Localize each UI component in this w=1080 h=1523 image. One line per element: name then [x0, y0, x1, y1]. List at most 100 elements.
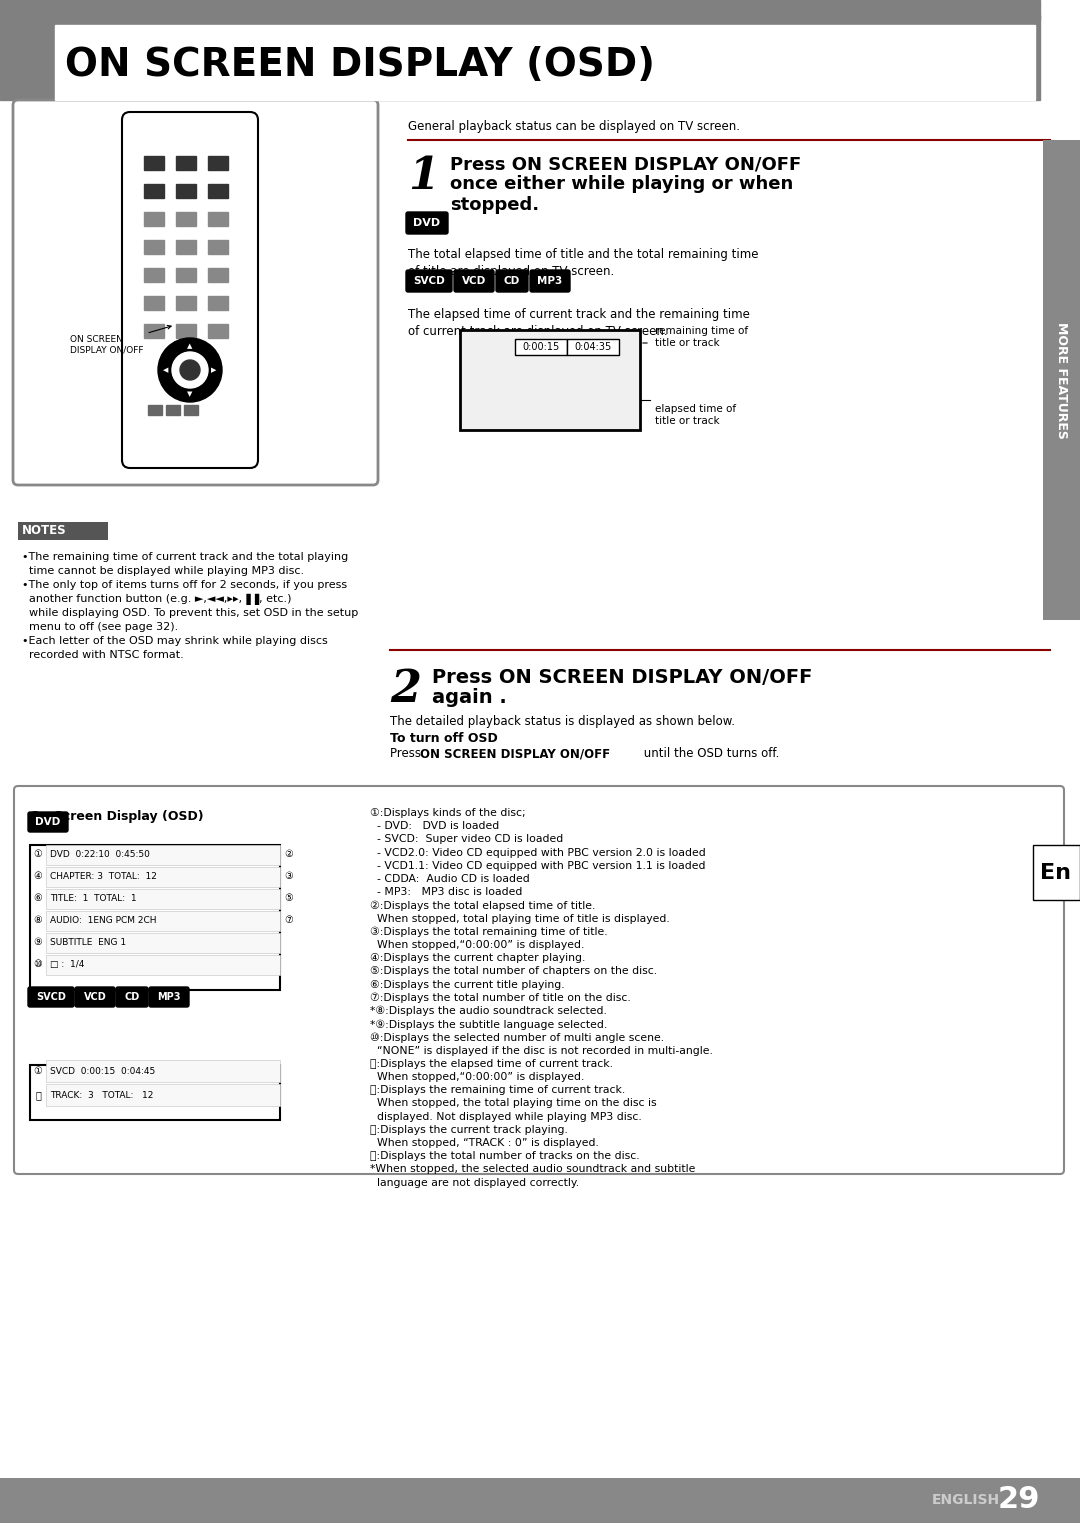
Bar [460, 330, 640, 429]
Bar [46, 1060, 280, 1081]
Text: When stopped, the total playing time on the disc is: When stopped, the total playing time on … [370, 1098, 657, 1109]
Text: When stopped, total playing time of title is displayed.: When stopped, total playing time of titl… [370, 914, 670, 923]
Text: When stopped,“0:00:00” is displayed.: When stopped,“0:00:00” is displayed. [370, 940, 584, 950]
Text: - SVCD:  Super video CD is loaded: - SVCD: Super video CD is loaded [370, 835, 564, 844]
Bar [176, 268, 195, 282]
Text: SVCD  0:00:15  0:04:45: SVCD 0:00:15 0:04:45 [50, 1066, 156, 1075]
Text: ⑤:Displays the total number of chapters on the disc.: ⑤:Displays the total number of chapters … [370, 967, 657, 976]
Text: Press: Press [390, 746, 424, 760]
Bar [176, 155, 195, 171]
Bar [144, 155, 164, 171]
Bar [55, 24, 1035, 101]
Text: To turn off OSD: To turn off OSD [390, 733, 498, 745]
Text: remaining time of
title or track: remaining time of title or track [654, 326, 748, 347]
Text: once either while playing or when: once either while playing or when [450, 175, 793, 193]
Text: ②:Displays the total elapsed time of title.: ②:Displays the total elapsed time of tit… [370, 900, 595, 911]
Text: ▼: ▼ [187, 391, 192, 398]
Bar [46, 934, 280, 953]
Bar [176, 212, 195, 225]
Text: ⑦: ⑦ [284, 915, 293, 924]
Text: DVD: DVD [36, 816, 60, 827]
Text: ⑭:Displays the total number of tracks on the disc.: ⑭:Displays the total number of tracks on… [370, 1151, 639, 1161]
Text: NOTES: NOTES [22, 524, 67, 536]
Text: *⑨:Displays the subtitle language selected.: *⑨:Displays the subtitle language select… [370, 1019, 607, 1030]
Bar [184, 405, 198, 414]
Text: Press ON SCREEN DISPLAY ON/OFF: Press ON SCREEN DISPLAY ON/OFF [450, 155, 801, 174]
Text: The elapsed time of current track and the remaining time
of current track are di: The elapsed time of current track and th… [408, 308, 750, 338]
Circle shape [158, 338, 222, 402]
Bar [30, 1065, 280, 1119]
Bar [144, 268, 164, 282]
Text: ⑩: ⑩ [33, 959, 42, 969]
Text: 0:00:15: 0:00:15 [523, 343, 559, 352]
Bar [46, 911, 280, 931]
FancyBboxPatch shape [122, 113, 258, 468]
Text: 2: 2 [390, 669, 421, 711]
Bar [1032, 845, 1080, 900]
Text: elapsed time of
title or track: elapsed time of title or track [654, 404, 737, 425]
Text: - VCD1.1: Video CD equipped with PBC version 1.1 is loaded: - VCD1.1: Video CD equipped with PBC ver… [370, 860, 705, 871]
Circle shape [180, 359, 200, 381]
Text: again .: again . [432, 688, 507, 707]
Bar [46, 845, 280, 865]
Text: The detailed playback status is displayed as shown below.: The detailed playback status is displaye… [390, 714, 735, 728]
Bar [515, 340, 567, 355]
Bar [18, 522, 108, 541]
FancyBboxPatch shape [75, 987, 114, 1007]
Text: AUDIO:  1ENG PCM 2CH: AUDIO: 1ENG PCM 2CH [50, 915, 157, 924]
Text: •Each letter of the OSD may shrink while playing discs: •Each letter of the OSD may shrink while… [22, 637, 327, 646]
Bar [208, 184, 228, 198]
Text: On Screen Display (OSD): On Screen Display (OSD) [30, 810, 204, 822]
Text: ⑫:Displays the remaining time of current track.: ⑫:Displays the remaining time of current… [370, 1086, 625, 1095]
Text: VCD: VCD [83, 991, 106, 1002]
FancyBboxPatch shape [406, 212, 448, 235]
Bar [208, 155, 228, 171]
Text: ①: ① [33, 848, 42, 859]
Text: DVD  0:22:10  0:45:50: DVD 0:22:10 0:45:50 [50, 850, 150, 859]
Text: 0:04:35: 0:04:35 [575, 343, 611, 352]
Text: TRACK:  3   TOTAL:   12: TRACK: 3 TOTAL: 12 [50, 1090, 153, 1100]
FancyBboxPatch shape [149, 987, 189, 1007]
Bar [144, 212, 164, 225]
Text: ③:Displays the total remaining time of title.: ③:Displays the total remaining time of t… [370, 928, 608, 937]
Bar [144, 324, 164, 338]
Text: MP3: MP3 [158, 991, 180, 1002]
FancyBboxPatch shape [116, 987, 148, 1007]
Text: “NONE” is displayed if the disc is not recorded in multi-angle.: “NONE” is displayed if the disc is not r… [370, 1046, 713, 1055]
Bar [176, 184, 195, 198]
Text: VCD: VCD [462, 276, 486, 286]
Bar [46, 1084, 280, 1106]
Circle shape [172, 352, 208, 388]
FancyBboxPatch shape [496, 270, 528, 292]
Text: ④: ④ [33, 871, 42, 880]
Text: menu to off (see page 32).: menu to off (see page 32). [22, 621, 178, 632]
Bar [208, 241, 228, 254]
FancyBboxPatch shape [530, 270, 570, 292]
Text: •The only top of items turns off for 2 seconds, if you press: •The only top of items turns off for 2 s… [22, 580, 347, 589]
Text: When stopped,“0:00:00” is displayed.: When stopped,“0:00:00” is displayed. [370, 1072, 584, 1081]
Text: time cannot be displayed while playing MP3 disc.: time cannot be displayed while playing M… [22, 567, 305, 576]
Text: DVD: DVD [414, 218, 441, 228]
Text: *⑧:Displays the audio soundtrack selected.: *⑧:Displays the audio soundtrack selecte… [370, 1007, 607, 1016]
Text: ④:Displays the current chapter playing.: ④:Displays the current chapter playing. [370, 953, 585, 963]
Text: ③: ③ [284, 871, 293, 880]
Text: 1: 1 [408, 155, 438, 198]
Bar [30, 845, 280, 990]
Bar [144, 184, 164, 198]
Text: ON SCREEN DISPLAY ON/OFF: ON SCREEN DISPLAY ON/OFF [420, 746, 610, 760]
Text: When stopped, “TRACK : 0” is displayed.: When stopped, “TRACK : 0” is displayed. [370, 1138, 599, 1148]
Bar [208, 324, 228, 338]
Text: TITLE:  1  TOTAL:  1: TITLE: 1 TOTAL: 1 [50, 894, 137, 903]
Text: Press ON SCREEN DISPLAY ON/OFF: Press ON SCREEN DISPLAY ON/OFF [432, 669, 812, 687]
Text: ①: ① [33, 1066, 42, 1077]
Text: □ :  1/4: □ : 1/4 [50, 959, 84, 969]
Text: another function button (e.g. ►,◄◄,▸▸,▐▐, etc.): another function button (e.g. ►,◄◄,▸▸,▐▐… [22, 594, 292, 605]
Text: ⑨: ⑨ [33, 937, 42, 947]
Text: - VCD2.0: Video CD equipped with PBC version 2.0 is loaded: - VCD2.0: Video CD equipped with PBC ver… [370, 848, 705, 857]
FancyBboxPatch shape [406, 270, 453, 292]
Text: ▲: ▲ [187, 343, 192, 349]
Bar [0, 0, 1040, 20]
FancyBboxPatch shape [28, 812, 68, 832]
Text: ⑦:Displays the total number of title on the disc.: ⑦:Displays the total number of title on … [370, 993, 631, 1004]
Bar [176, 241, 195, 254]
